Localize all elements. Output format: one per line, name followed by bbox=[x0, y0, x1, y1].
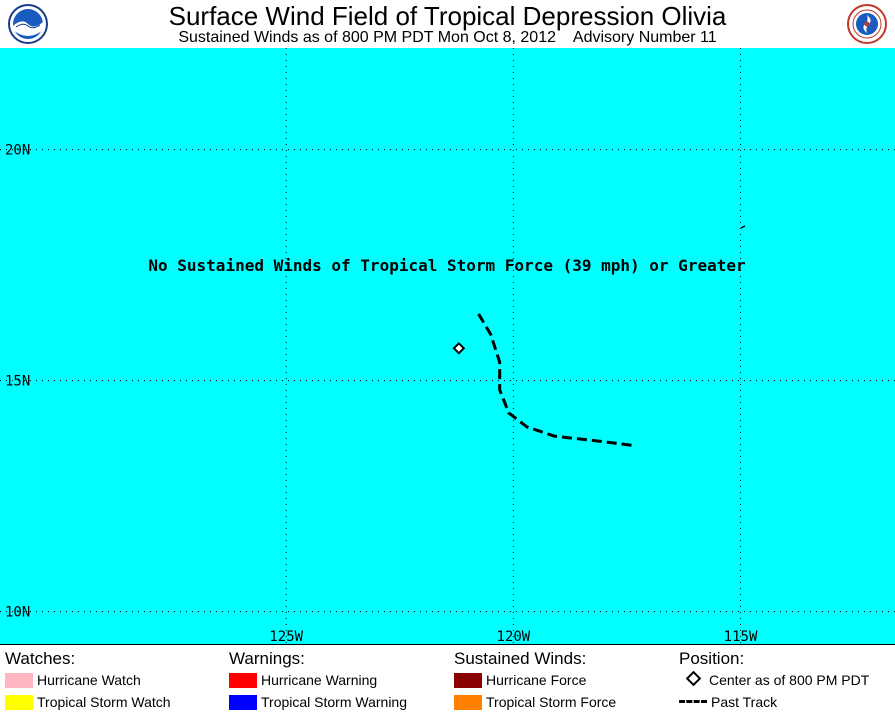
legend-sustained-winds: Sustained Winds: Hurricane Force Tropica… bbox=[454, 649, 616, 713]
longitude-label: 120W bbox=[497, 629, 531, 644]
latitude-label: 10N bbox=[5, 605, 30, 621]
noaa-logo-icon bbox=[8, 4, 48, 44]
legend-hurricane-warning: Hurricane Warning bbox=[229, 669, 407, 691]
tropical-storm-watch-label: Tropical Storm Watch bbox=[37, 694, 171, 710]
national-weather-service-logo-icon bbox=[847, 4, 887, 44]
no-tropical-storm-winds-message: No Sustained Winds of Tropical Storm For… bbox=[148, 256, 745, 275]
legend-tropical-storm-force: Tropical Storm Force bbox=[454, 691, 616, 713]
page-subtitle: Sustained Winds as of 800 PM PDT Mon Oct… bbox=[178, 29, 717, 46]
hurricane-watch-label: Hurricane Watch bbox=[37, 672, 141, 688]
tropical-storm-force-swatch bbox=[454, 695, 482, 710]
legend-warnings-heading: Warnings: bbox=[229, 649, 305, 668]
storm-center-marker bbox=[452, 341, 466, 355]
tropical-storm-force-label: Tropical Storm Force bbox=[486, 694, 617, 710]
past-track-label: Past Track bbox=[711, 694, 778, 710]
legend-watches: Watches: Hurricane Watch Tropical Storm … bbox=[5, 649, 171, 713]
coastline-fragment bbox=[740, 225, 746, 229]
legend-past-track: Past Track bbox=[679, 691, 869, 713]
legend-tropical-storm-watch: Tropical Storm Watch bbox=[5, 691, 171, 713]
latitude-label: 20N bbox=[5, 143, 30, 159]
tropical-storm-warning-swatch bbox=[229, 695, 257, 710]
legend-center-position: Center as of 800 PM PDT bbox=[679, 669, 869, 691]
center-diamond-icon bbox=[685, 670, 702, 687]
center-position-label: Center as of 800 PM PDT bbox=[709, 672, 870, 688]
hurricane-force-label: Hurricane Force bbox=[486, 672, 587, 688]
legend-tropical-storm-warning: Tropical Storm Warning bbox=[229, 691, 407, 713]
latitude-labels: 20N 15N 10N bbox=[5, 143, 30, 621]
storm-map: 20N 15N 10N 125W 120W 115W No Sustained Wind… bbox=[0, 48, 895, 644]
hurricane-warning-swatch bbox=[229, 673, 257, 688]
legend-position: Position: Center as of 800 PM PDT Past T… bbox=[679, 649, 869, 713]
page-title: Surface Wind Field of Tropical Depressio… bbox=[168, 1, 727, 31]
latitude-label: 15N bbox=[5, 374, 30, 390]
legend-warnings: Warnings: Hurricane Warning Tropical Sto… bbox=[229, 649, 407, 713]
legend-watches-heading: Watches: bbox=[5, 649, 76, 668]
hurricane-force-swatch bbox=[454, 673, 482, 688]
hurricane-watch-swatch bbox=[5, 673, 33, 688]
legend-hurricane-watch: Hurricane Watch bbox=[5, 669, 171, 691]
longitude-label: 125W bbox=[269, 629, 303, 644]
header: Surface Wind Field of Tropical Depressio… bbox=[0, 0, 895, 48]
longitude-label: 115W bbox=[724, 629, 758, 644]
past-track-dash-icon bbox=[679, 700, 707, 703]
legend-sustained-winds-heading: Sustained Winds: bbox=[454, 649, 587, 668]
hurricane-warning-label: Hurricane Warning bbox=[261, 672, 378, 688]
legend-hurricane-force: Hurricane Force bbox=[454, 669, 616, 691]
tropical-storm-warning-label: Tropical Storm Warning bbox=[261, 694, 408, 710]
longitude-labels: 125W 120W 115W bbox=[269, 629, 758, 644]
legend-position-heading: Position: bbox=[679, 649, 745, 668]
past-track-line bbox=[475, 310, 632, 447]
ocean-background bbox=[0, 48, 895, 644]
legend: Watches: Hurricane Watch Tropical Storm … bbox=[0, 644, 895, 717]
tropical-storm-watch-swatch bbox=[5, 695, 33, 710]
